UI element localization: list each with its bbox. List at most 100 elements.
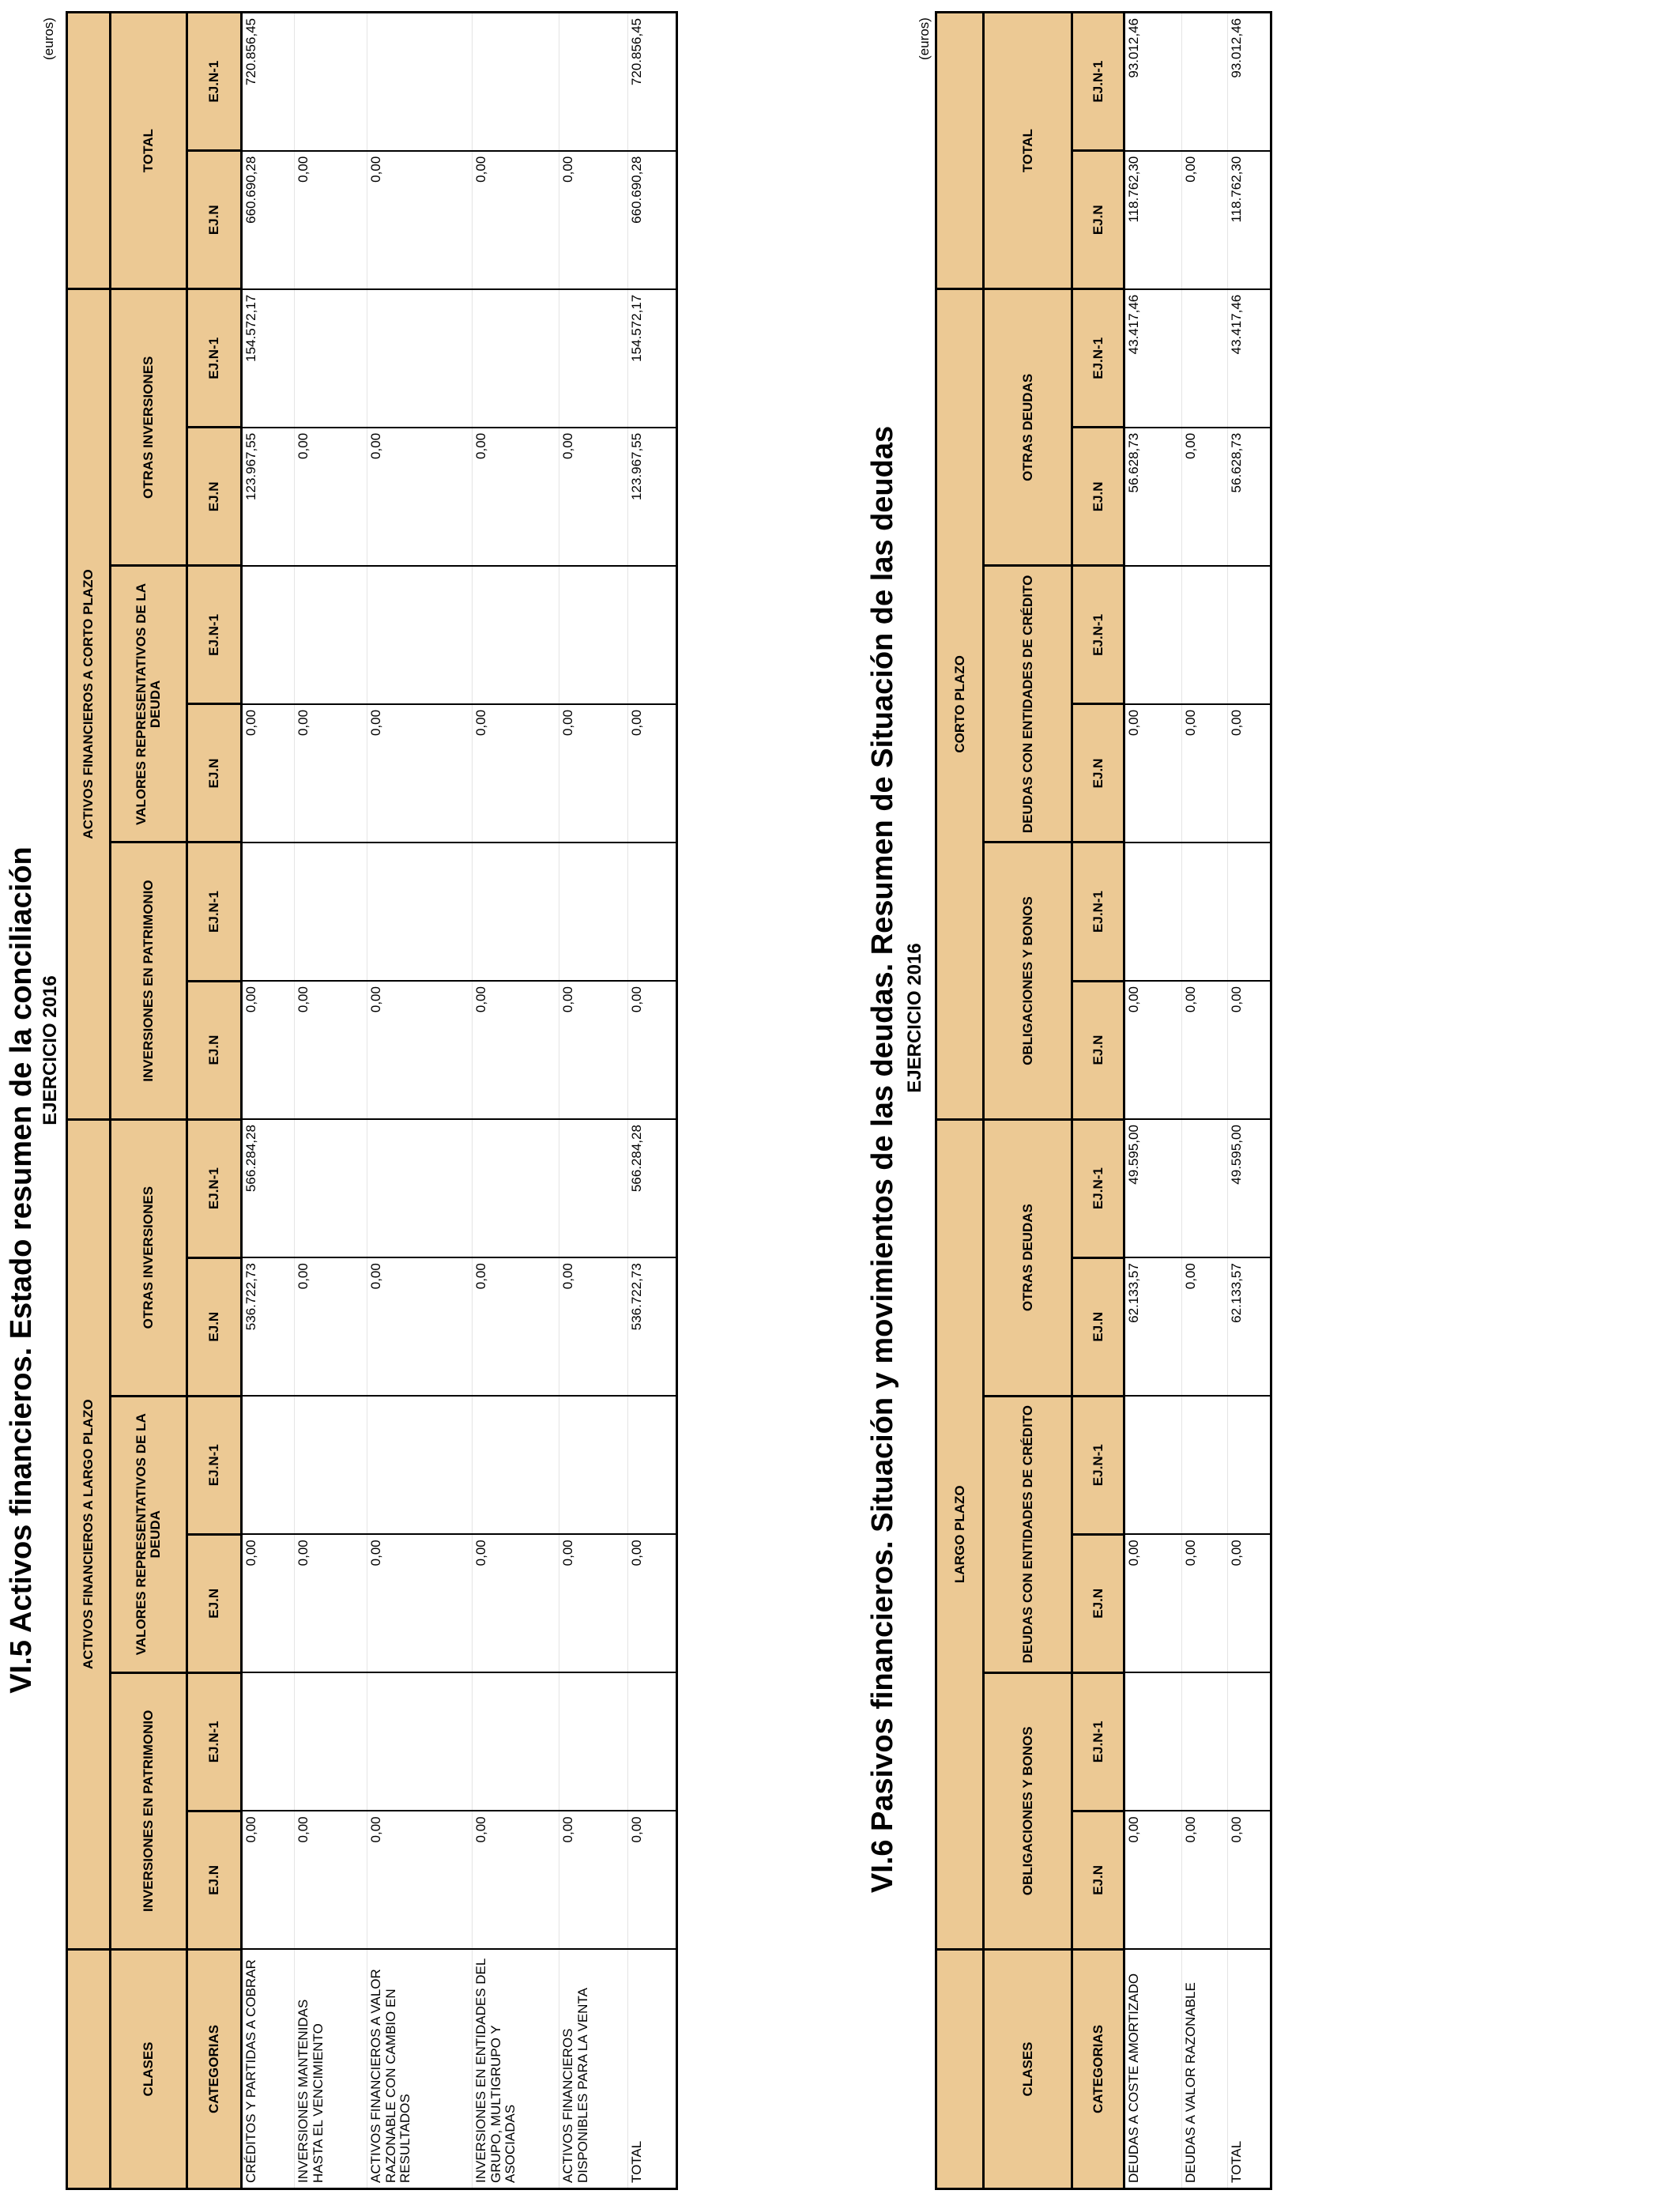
value-cell: 49.595,00 <box>1227 1119 1271 1258</box>
row-category: INVERSIONES EN ENTIDADES DEL GRUPO, MULT… <box>472 1949 559 2189</box>
value-cell <box>241 1672 295 1811</box>
header-ej-n-1: EJ.N-1 <box>1072 1672 1124 1811</box>
header-ej-n-1: EJ.N-1 <box>1072 12 1124 151</box>
value-cell <box>472 1396 559 1535</box>
header-subgroup: OTRAS INVERSIONES <box>110 1119 187 1397</box>
header-subgroup: OTRAS INVERSIONES <box>110 288 187 566</box>
value-cell: 0,00 <box>559 150 628 289</box>
value-cell: 0,00 <box>472 981 559 1120</box>
value-cell <box>367 1396 473 1535</box>
value-cell: 0,00 <box>1124 1534 1182 1673</box>
value-cell: 56.628,73 <box>1124 427 1182 566</box>
header-ej-n: EJ.N <box>186 703 242 843</box>
header-ej-n: EJ.N <box>1072 150 1124 289</box>
value-cell: 56.628,73 <box>1227 427 1271 566</box>
value-cell <box>367 12 473 151</box>
header-ej-n: EJ.N <box>186 150 242 289</box>
value-cell: 0,00 <box>472 427 559 566</box>
value-cell: 720.856,45 <box>241 12 295 151</box>
header-ej-n: EJ.N <box>1072 1257 1124 1397</box>
table-row: ACTIVOS FINANCIEROS A VALOR RAZONABLE CO… <box>367 12 473 2189</box>
value-cell: 0,00 <box>559 1811 628 1950</box>
table-row: INVERSIONES EN ENTIDADES DEL GRUPO, MULT… <box>472 12 559 2189</box>
header-blank <box>66 12 111 289</box>
table1-units: (euros) <box>41 17 56 60</box>
header-subgroup: VALORES REPRESENTATIVOS DE LA DEUDA <box>110 565 187 843</box>
value-cell: 0,00 <box>367 150 473 289</box>
value-cell: 0,00 <box>559 703 628 843</box>
header-ej-n: EJ.N <box>1072 1811 1124 1950</box>
value-cell: 0,00 <box>1181 703 1228 843</box>
value-cell <box>294 842 367 982</box>
value-cell <box>559 1396 628 1535</box>
header-ej-n: EJ.N <box>1072 703 1124 843</box>
value-cell <box>472 288 559 428</box>
header-categorias: CATEGORIAS <box>1072 1949 1124 2189</box>
header-group-long-term: LARGO PLAZO <box>936 1119 984 1950</box>
header-ej-n-1: EJ.N-1 <box>1072 1396 1124 1535</box>
row-category: TOTAL <box>627 1949 677 2189</box>
value-cell: 0,00 <box>472 150 559 289</box>
header-subgroup: OTRAS DEUDAS <box>983 288 1072 566</box>
value-cell <box>472 1672 559 1811</box>
value-cell: 49.595,00 <box>1124 1119 1182 1258</box>
header-ej-n-1: EJ.N-1 <box>186 1672 242 1811</box>
value-cell: 0,00 <box>559 1257 628 1397</box>
value-cell: 0,00 <box>241 981 295 1120</box>
table-row: CRÉDITOS Y PARTIDAS A COBRAR 0,00 0,00 536.… <box>241 12 295 2189</box>
value-cell: 0,00 <box>559 981 628 1120</box>
header-group-long-term: ACTIVOS FINANCIEROS A LARGO PLAZO <box>66 1119 111 1950</box>
value-cell <box>1227 565 1271 704</box>
table2-subtitle: EJERCICIO 2016 <box>904 943 925 1093</box>
value-cell <box>367 842 473 982</box>
value-cell: 0,00 <box>1181 1811 1228 1950</box>
value-cell <box>367 1119 473 1258</box>
table1-title: VI.5 Activos financieros. Estado resumen… <box>5 846 38 1694</box>
value-cell: 0,00 <box>294 427 367 566</box>
header-subgroup: VALORES REPRESENTATIVOS DE LA DEUDA <box>110 1396 187 1673</box>
value-cell <box>1181 842 1228 982</box>
value-cell: 154.572,17 <box>627 288 677 428</box>
value-cell <box>1181 1672 1228 1811</box>
value-cell: 660.690,28 <box>241 150 295 289</box>
value-cell <box>1124 565 1182 704</box>
value-cell <box>472 842 559 982</box>
header-subgroup: DEUDAS CON ENTIDADES DE CRÉDITO <box>983 1396 1072 1673</box>
value-cell: 0,00 <box>1181 1257 1228 1397</box>
value-cell: 123.967,55 <box>241 427 295 566</box>
row-category: ACTIVOS FINANCIEROS A VALOR RAZONABLE CO… <box>367 1949 473 2189</box>
value-cell <box>472 12 559 151</box>
value-cell: 0,00 <box>627 1534 677 1673</box>
header-ej-n: EJ.N <box>186 1257 242 1397</box>
value-cell: 0,00 <box>1124 981 1182 1120</box>
value-cell <box>1227 1396 1271 1535</box>
value-cell: 0,00 <box>1181 1534 1228 1673</box>
header-ej-n: EJ.N <box>1072 427 1124 566</box>
value-cell <box>472 565 559 704</box>
value-cell <box>1227 842 1271 982</box>
row-category: INVERSIONES MANTENIDAS HASTA EL VENCIMIE… <box>294 1949 367 2189</box>
table2-units: (euros) <box>917 17 932 60</box>
table1-subtitle: EJERCICIO 2016 <box>40 975 61 1125</box>
table-row: TOTAL 0,00 0,00 62.133,57 49.595,00 0,00 0,00 5… <box>1227 12 1271 2189</box>
value-cell <box>241 565 295 704</box>
value-cell <box>559 1119 628 1258</box>
header-group-short-term: ACTIVOS FINANCIEROS A CORTO PLAZO <box>66 288 111 1120</box>
value-cell: 0,00 <box>294 981 367 1120</box>
header-subgroup: OBLIGACIONES Y BONOS <box>983 1672 1072 1950</box>
value-cell <box>367 288 473 428</box>
header-subgroup: INVERSIONES EN PATRIMONIO <box>110 842 187 1120</box>
table-row: DEUDAS A COSTE AMORTIZADO 0,00 0,00 62.133,… <box>1124 12 1182 2189</box>
financial-liabilities-table: LARGO PLAZO CORTO PLAZO CLASES OBLIGACIONES… <box>935 11 1272 2190</box>
header-ej-n-1: EJ.N-1 <box>186 565 242 704</box>
header-ej-n: EJ.N <box>1072 1534 1124 1673</box>
header-ej-n-1: EJ.N-1 <box>1072 842 1124 982</box>
value-cell <box>1181 12 1228 151</box>
value-cell: 0,00 <box>294 150 367 289</box>
header-subgroup: TOTAL <box>983 12 1072 289</box>
value-cell: 0,00 <box>367 1257 473 1397</box>
value-cell <box>1124 842 1182 982</box>
value-cell: 0,00 <box>627 981 677 1120</box>
value-cell <box>367 1672 473 1811</box>
